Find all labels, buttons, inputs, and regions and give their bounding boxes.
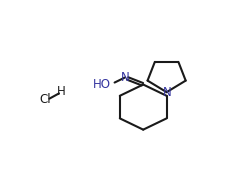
Text: HO: HO [92,77,110,91]
Text: N: N [163,86,172,99]
Text: H: H [57,85,66,98]
Text: Cl: Cl [40,93,51,106]
Text: N: N [121,71,129,84]
